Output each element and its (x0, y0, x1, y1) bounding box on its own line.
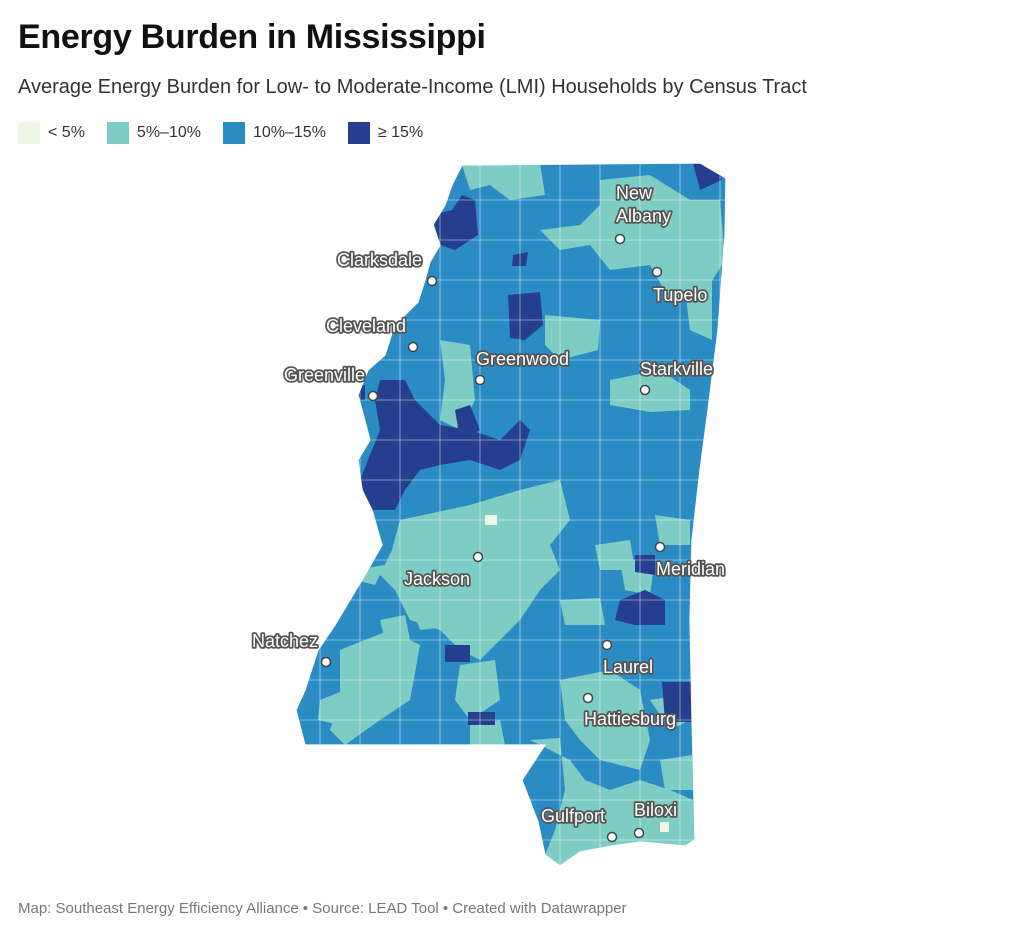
new-albany-marker[interactable] (614, 233, 626, 245)
cleveland-label: Cleveland (326, 316, 406, 336)
new-albany-label-line1: New (616, 183, 653, 203)
greenville-marker[interactable] (367, 390, 379, 402)
biloxi-marker[interactable] (633, 827, 645, 839)
legend-swatch (106, 122, 129, 144)
mississippi-map[interactable]: New Albany Clarksdale Tupelo Cleveland G… (0, 150, 1024, 890)
legend-swatch (222, 122, 245, 144)
legend-item-ge15: ≥ 15% (347, 122, 424, 144)
laurel-label: Laurel (603, 657, 653, 677)
starkville-marker[interactable] (639, 384, 651, 396)
hattiesburg-marker[interactable] (582, 692, 594, 704)
gulfport-label: Gulfport (541, 806, 605, 826)
legend-label: 5%–10% (136, 124, 201, 141)
tracts-5-10 (318, 163, 725, 866)
natchez-marker[interactable] (320, 656, 332, 668)
map-subtitle: Average Energy Burden for Low- to Modera… (18, 76, 807, 98)
tupelo-label: Tupelo (653, 285, 707, 305)
gulfport-marker[interactable] (606, 831, 618, 843)
city-labels: New Albany Clarksdale Tupelo Cleveland G… (250, 181, 727, 828)
map-title: Energy Burden in Mississippi (18, 18, 486, 56)
greenwood-label: Greenwood (476, 349, 569, 369)
city-markers (320, 233, 666, 843)
starkville-label: Starkville (640, 359, 713, 379)
legend-label: < 5% (48, 124, 85, 141)
state-outline (295, 162, 727, 867)
hattiesburg-label: Hattiesburg (584, 709, 676, 729)
tupelo-marker[interactable] (651, 266, 663, 278)
clarksdale-label: Clarksdale (337, 250, 422, 270)
legend-item-lt5: < 5% (18, 122, 85, 144)
greenwood-marker[interactable] (474, 374, 486, 386)
natchez-label: Natchez (252, 631, 318, 651)
census-tracts (296, 163, 726, 866)
new-albany-label-line2: Albany (616, 206, 671, 226)
legend-swatch (347, 122, 370, 144)
jackson-marker[interactable] (472, 551, 484, 563)
meridian-marker[interactable] (654, 541, 666, 553)
greenville-label: Greenville (284, 365, 365, 385)
legend-item-5-10: 5%–10% (106, 122, 201, 144)
meridian-label: Meridian (656, 559, 725, 579)
clarksdale-marker[interactable] (426, 275, 438, 287)
legend-label: ≥ 15% (377, 124, 424, 141)
jackson-label: Jackson (404, 569, 470, 589)
cleveland-marker[interactable] (407, 341, 419, 353)
laurel-marker[interactable] (601, 639, 613, 651)
map-footer: Map: Southeast Energy Efficiency Allianc… (18, 900, 627, 917)
biloxi-label: Biloxi (634, 800, 677, 820)
legend-label: 10%–15% (252, 124, 326, 141)
legend: < 5% 5%–10% 10%–15% ≥ 15% (18, 122, 445, 144)
legend-swatch (18, 122, 40, 144)
legend-item-10-15: 10%–15% (222, 122, 326, 144)
